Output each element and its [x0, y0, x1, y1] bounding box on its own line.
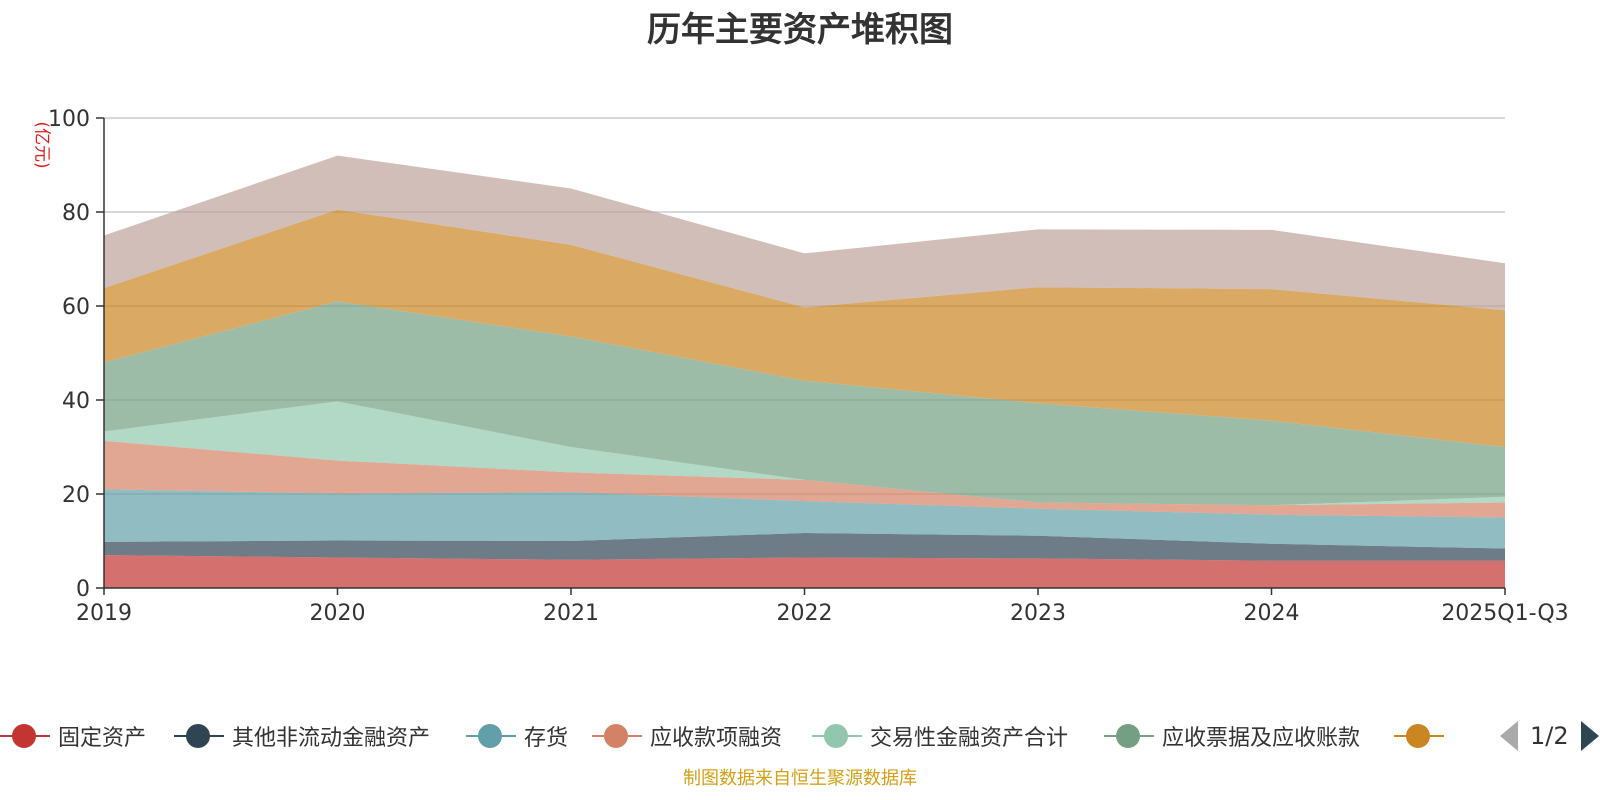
legend-item-notes-and-accounts-receivable[interactable]: 应收票据及应收账款: [1104, 716, 1360, 756]
legend-symbol: [0, 716, 50, 756]
legend-dot-icon: [1406, 724, 1430, 748]
legend-item-fixed-assets[interactable]: 固定资产: [0, 716, 146, 756]
legend-pager: 1/2: [1500, 716, 1599, 756]
area-series-0: [104, 555, 1505, 588]
legend-dot-icon: [604, 724, 628, 748]
legend-item-trading-financial-assets[interactable]: 交易性金融资产合计: [812, 716, 1068, 756]
y-tick-label: 100: [48, 107, 90, 132]
area-series-3: [104, 440, 1505, 518]
legend-dot-icon: [1116, 724, 1140, 748]
x-tick-label: 2024: [1244, 601, 1300, 626]
legend-item-inventory[interactable]: 存货: [466, 716, 568, 756]
legend-dot-icon: [12, 724, 36, 748]
area-series: [104, 155, 1505, 588]
legend-label: 应收票据及应收账款: [1162, 726, 1361, 751]
y-tick-label: 0: [76, 577, 90, 602]
legend-symbol: [1104, 716, 1154, 756]
legend-label: 应收款项融资: [650, 726, 783, 751]
legend-dot-icon: [824, 724, 848, 748]
x-tick-label: 2019: [76, 601, 132, 626]
y-tick-label: 80: [62, 201, 90, 226]
area-series-7: [104, 155, 1505, 311]
legend: 固定资产 其他非流动金融资产 存货 应收款项融资 交易性金融资产合计 应收票据及…: [0, 716, 1600, 756]
area-series-5: [104, 301, 1505, 506]
x-tick-label: 2022: [777, 601, 833, 626]
pager-next-icon[interactable]: [1580, 721, 1599, 751]
legend-symbol: [174, 716, 224, 756]
x-tick-label: 2021: [543, 601, 599, 626]
legend-symbol: [1394, 716, 1444, 756]
y-tick-label: 60: [62, 295, 90, 320]
legend-label: 存货: [524, 726, 569, 751]
legend-item-receivables-financing[interactable]: 应收款项融资: [592, 716, 782, 756]
legend-symbol: [812, 716, 862, 756]
area-series-1: [104, 533, 1505, 561]
pager-prev-icon[interactable]: [1500, 721, 1518, 751]
area-series-6: [104, 209, 1505, 447]
legend-dot-icon: [186, 724, 210, 748]
legend-dot-icon: [478, 724, 502, 748]
x-tick-label: 2020: [310, 601, 366, 626]
area-series-2: [104, 489, 1505, 549]
area-series-4: [104, 401, 1505, 506]
legend-symbol: [592, 716, 642, 756]
data-source-note: 制图数据来自恒生聚源数据库: [683, 768, 917, 789]
legend-item-other-noncurrent-financial-assets[interactable]: 其他非流动金融资产: [174, 716, 430, 756]
legend-symbol: [466, 716, 516, 756]
y-tick-label: 20: [62, 483, 90, 508]
pager-page-indicator: 1/2: [1530, 722, 1569, 750]
legend-label: 其他非流动金融资产: [232, 726, 431, 751]
axes: 0 20 40 60 80 100 2019 2020 2021 2022 2023 2024 2025…: [48, 107, 1569, 626]
y-tick-label: 40: [62, 389, 90, 414]
x-tick-label: 2025Q1-Q3: [1441, 601, 1568, 626]
legend-label: 交易性金融资产合计: [870, 726, 1069, 751]
legend-item-unlabeled[interactable]: [1394, 716, 1452, 756]
x-tick-label: 2023: [1010, 601, 1066, 626]
chart-title: 历年主要资产堆积图: [647, 10, 953, 50]
legend-label: 固定资产: [58, 726, 147, 751]
